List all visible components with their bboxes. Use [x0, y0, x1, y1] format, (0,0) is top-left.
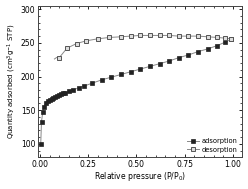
- adsorption: [158, 63, 161, 65]
- adsorption: [197, 50, 200, 53]
- Y-axis label: Quantity adsorbed (cm$^3$g$^{-1}$ STP): Quantity adsorbed (cm$^3$g$^{-1}$ STP): [5, 24, 18, 139]
- adsorption: [60, 93, 63, 95]
- adsorption: [91, 82, 93, 84]
- desorption: [108, 36, 111, 39]
- adsorption: [50, 98, 53, 100]
- desorption: [177, 35, 180, 37]
- adsorption: [168, 60, 171, 62]
- adsorption: [148, 65, 151, 67]
- adsorption: [120, 73, 123, 76]
- adsorption: [110, 76, 113, 78]
- adsorption: [54, 96, 57, 98]
- desorption: [229, 38, 232, 40]
- desorption: [85, 40, 88, 42]
- adsorption: [177, 57, 180, 59]
- adsorption: [48, 99, 51, 101]
- adsorption: [139, 68, 142, 70]
- adsorption: [224, 41, 227, 43]
- adsorption: [42, 106, 45, 108]
- adsorption: [56, 95, 59, 97]
- adsorption: [46, 100, 49, 103]
- desorption: [148, 34, 151, 37]
- desorption: [224, 37, 227, 39]
- adsorption: [58, 94, 61, 96]
- desorption: [96, 38, 99, 40]
- adsorption: [100, 79, 103, 81]
- X-axis label: Relative pressure (P/P$_0$): Relative pressure (P/P$_0$): [94, 170, 186, 184]
- desorption: [139, 34, 142, 37]
- adsorption: [67, 90, 70, 92]
- desorption: [187, 35, 190, 37]
- adsorption: [63, 91, 66, 94]
- desorption: [197, 35, 200, 37]
- adsorption: [206, 48, 209, 50]
- desorption: [206, 36, 209, 38]
- desorption: [168, 34, 171, 37]
- desorption: [158, 34, 161, 37]
- adsorption: [71, 89, 74, 91]
- desorption: [65, 47, 68, 49]
- desorption: [75, 42, 78, 45]
- adsorption: [129, 71, 132, 73]
- adsorption: [187, 54, 190, 56]
- desorption: [216, 36, 219, 39]
- Legend: adsorption, desorption: adsorption, desorption: [186, 137, 239, 154]
- adsorption: [83, 85, 86, 87]
- adsorption: [62, 92, 64, 94]
- adsorption: [77, 87, 80, 89]
- adsorption: [216, 44, 219, 47]
- adsorption: [40, 120, 43, 123]
- Line: desorption: desorption: [57, 33, 233, 60]
- desorption: [58, 57, 61, 59]
- desorption: [129, 35, 132, 37]
- desorption: [120, 36, 123, 38]
- adsorption: [229, 38, 232, 41]
- adsorption: [39, 143, 42, 145]
- adsorption: [44, 102, 47, 105]
- adsorption: [52, 97, 55, 99]
- adsorption: [41, 110, 44, 113]
- Line: adsorption: adsorption: [39, 38, 233, 146]
